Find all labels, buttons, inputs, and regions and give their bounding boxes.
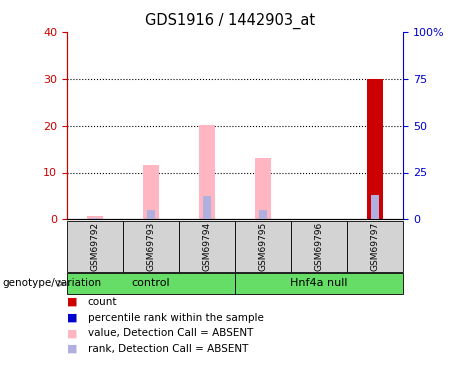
Text: GSM69794: GSM69794 — [202, 222, 212, 271]
Bar — [255, 158, 271, 219]
Text: value, Detection Call = ABSENT: value, Detection Call = ABSENT — [88, 328, 253, 338]
Text: ■: ■ — [67, 297, 77, 307]
Bar — [67, 273, 235, 294]
Bar — [91, 217, 99, 219]
Text: percentile rank within the sample: percentile rank within the sample — [88, 313, 264, 322]
Bar — [179, 221, 235, 272]
Bar — [235, 221, 291, 272]
Text: ■: ■ — [67, 313, 77, 322]
Bar — [67, 221, 123, 272]
Text: control: control — [132, 279, 170, 288]
Bar — [372, 195, 379, 219]
Text: GSM69797: GSM69797 — [371, 222, 380, 271]
Bar — [259, 210, 267, 219]
Text: GSM69796: GSM69796 — [315, 222, 324, 271]
Text: GDS1916 / 1442903_at: GDS1916 / 1442903_at — [145, 13, 316, 29]
Text: Hnf4a null: Hnf4a null — [290, 279, 348, 288]
Text: ■: ■ — [67, 328, 77, 338]
Bar — [147, 210, 155, 219]
Bar — [291, 221, 347, 272]
Text: GSM69795: GSM69795 — [259, 222, 268, 271]
Bar — [203, 196, 211, 219]
Bar — [199, 124, 215, 219]
Bar — [123, 221, 179, 272]
Bar — [367, 79, 383, 219]
Text: genotype/variation: genotype/variation — [2, 279, 101, 288]
Bar — [235, 273, 403, 294]
Text: ■: ■ — [67, 344, 77, 354]
Text: rank, Detection Call = ABSENT: rank, Detection Call = ABSENT — [88, 344, 248, 354]
Bar — [143, 165, 159, 219]
Bar — [87, 216, 103, 219]
Text: count: count — [88, 297, 117, 307]
Text: GSM69792: GSM69792 — [90, 222, 100, 271]
Bar — [347, 221, 403, 272]
Text: GSM69793: GSM69793 — [147, 222, 155, 271]
